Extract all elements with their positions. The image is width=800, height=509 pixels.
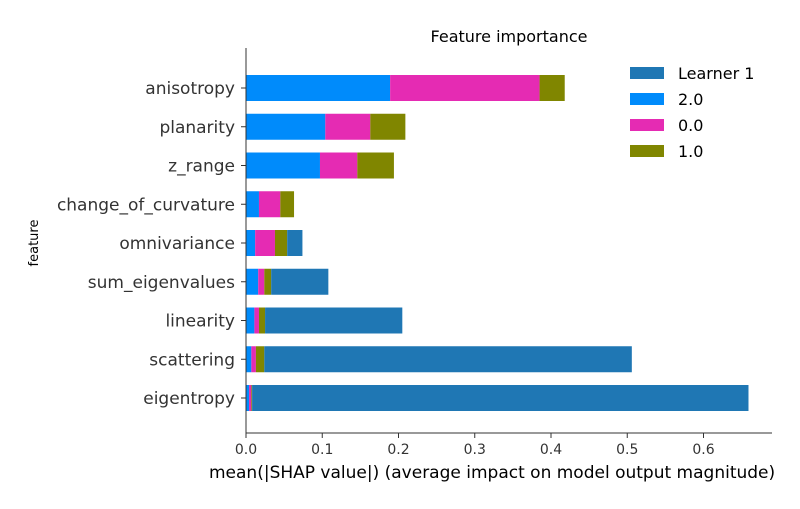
legend-label: 0.0 xyxy=(678,116,703,135)
x-tick-label: 0.3 xyxy=(464,442,486,458)
x-axis-label: mean(|SHAP value|) (average impact on mo… xyxy=(209,463,775,483)
bar-planarity-1-0 xyxy=(370,113,406,140)
bar-omnivariance-1-0 xyxy=(274,230,288,256)
bar-eigentropy-0-0 xyxy=(249,385,252,411)
legend-swatch xyxy=(630,67,664,79)
bar-z-range-1-0 xyxy=(357,152,394,179)
bar-sum-eigenvalues-0-0 xyxy=(258,268,265,295)
bar-change-of-curvature-2-0 xyxy=(246,191,259,218)
bar-eigentropy-1-0 xyxy=(251,385,253,411)
bar-planarity-2-0 xyxy=(246,113,326,140)
bar-anisotropy-2-0 xyxy=(246,75,391,101)
chart-title: Feature importance xyxy=(431,27,588,46)
legend-swatch xyxy=(630,93,664,105)
legend-swatch xyxy=(630,145,664,157)
y-axis-label: feature xyxy=(27,220,42,267)
x-axis: 0.0 0.1 0.2 0.3 0.4 0.5 0.6 xyxy=(235,432,772,458)
legend-label: 2.0 xyxy=(678,90,703,109)
bar-linearity-2-0 xyxy=(246,307,255,334)
bar-planarity-0-0 xyxy=(325,113,371,140)
bar-omnivariance-2-0 xyxy=(246,230,256,256)
bar-linearity-learner-1 xyxy=(265,307,403,334)
bar-omnivariance-learner-1 xyxy=(287,230,303,256)
legend: Learner 1 2.0 0.0 1.0 xyxy=(630,64,754,161)
category-label-planarity: planarity xyxy=(159,118,235,138)
legend-label: Learner 1 xyxy=(678,64,754,83)
category-label-change-of-curvature: change_of_curvature xyxy=(57,195,235,215)
bar-z-range-2-0 xyxy=(246,152,320,179)
bar-change-of-curvature-0-0 xyxy=(258,191,281,218)
bar-sum-eigenvalues-learner-1 xyxy=(271,268,329,295)
x-tick-label: 0.0 xyxy=(235,442,257,458)
x-tick-label: 0.4 xyxy=(540,442,562,458)
category-label-eigentropy: eigentropy xyxy=(143,389,235,409)
bars-group xyxy=(246,75,749,411)
bar-scattering-learner-1 xyxy=(264,346,632,373)
bar-scattering-0-0 xyxy=(251,346,256,373)
x-tick-label: 0.5 xyxy=(616,442,638,458)
category-label-sum-eigenvalues: sum_eigenvalues xyxy=(88,273,235,293)
bar-scattering-2-0 xyxy=(246,346,252,373)
category-label-omnivariance: omnivariance xyxy=(119,234,235,254)
category-label-anisotropy: anisotropy xyxy=(145,79,235,99)
bar-eigentropy-2-0 xyxy=(246,385,250,411)
bar-change-of-curvature-1-0 xyxy=(280,191,295,218)
legend-label: 1.0 xyxy=(678,142,703,161)
x-tick-label: 0.1 xyxy=(311,442,333,458)
bar-anisotropy-1-0 xyxy=(539,75,565,101)
category-labels-group: anisotropy planarity z_range change_of_curv… xyxy=(57,79,246,409)
bar-scattering-1-0 xyxy=(255,346,265,373)
bar-sum-eigenvalues-2-0 xyxy=(246,268,259,295)
bar-linearity-0-0 xyxy=(254,307,259,334)
legend-swatch xyxy=(630,119,664,131)
bar-omnivariance-0-0 xyxy=(255,230,275,256)
x-tick-label: 0.6 xyxy=(692,442,714,458)
category-label-scattering: scattering xyxy=(149,350,235,370)
category-label-linearity: linearity xyxy=(165,312,235,332)
bar-z-range-0-0 xyxy=(319,152,358,179)
bar-linearity-1-0 xyxy=(258,307,266,334)
category-label-z-range: z_range xyxy=(168,157,235,177)
bar-anisotropy-0-0 xyxy=(390,75,540,101)
bar-sum-eigenvalues-1-0 xyxy=(264,268,272,295)
x-tick-label: 0.2 xyxy=(387,442,409,458)
bar-eigentropy-learner-1 xyxy=(252,385,749,411)
